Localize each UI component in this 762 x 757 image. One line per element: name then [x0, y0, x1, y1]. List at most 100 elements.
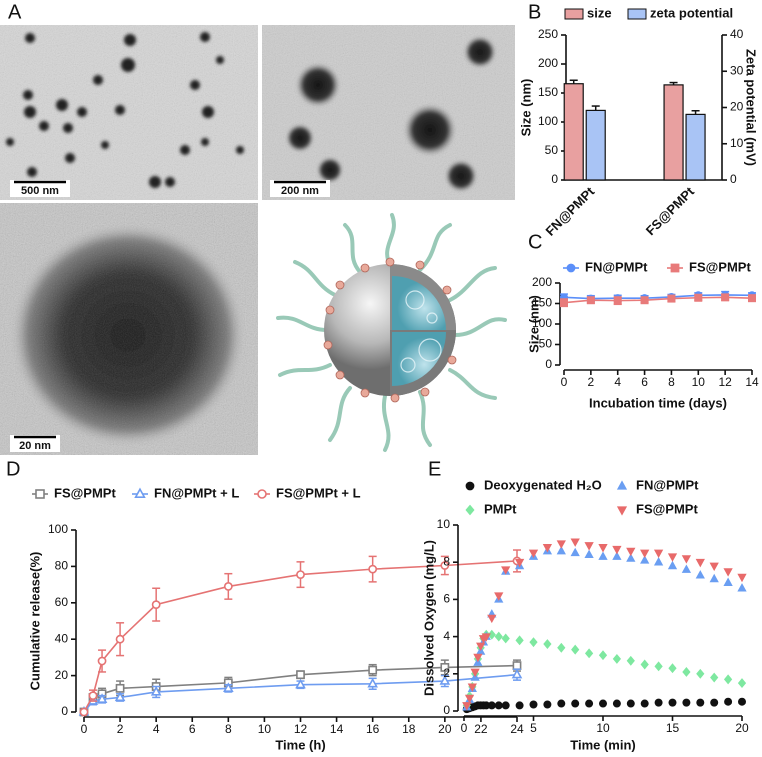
- data-point: [723, 577, 733, 586]
- data-point: [223, 582, 233, 591]
- legend-marker: [616, 480, 628, 490]
- data-point: [368, 564, 378, 574]
- data-point: [439, 675, 451, 685]
- data-point: [556, 545, 566, 555]
- series-line: [563, 296, 753, 304]
- data-point: [88, 691, 98, 701]
- data-point: [97, 656, 107, 666]
- panel-label: E: [428, 458, 441, 480]
- data-point: [473, 653, 483, 663]
- legend-marker: [566, 263, 576, 273]
- x-tick-label: FS@PMPt: [643, 183, 698, 238]
- data-point: [626, 655, 635, 666]
- data-point: [570, 538, 580, 547]
- x-tick-label: 4: [614, 375, 621, 389]
- y2-tick-label: 30: [730, 63, 744, 77]
- data-point: [511, 668, 523, 679]
- x-tick-label: 5: [530, 721, 537, 735]
- data-point: [570, 547, 580, 557]
- legend-swatch: [564, 8, 584, 20]
- data-point: [598, 650, 608, 661]
- data-point: [584, 648, 594, 659]
- y-tick-label: 4: [443, 629, 450, 643]
- legend-marker: [465, 481, 475, 491]
- data-point: [682, 698, 691, 707]
- data-point: [487, 629, 496, 640]
- data-point: [501, 701, 510, 710]
- data-point: [737, 583, 747, 592]
- x-tick-label: 10: [258, 722, 272, 736]
- data-point: [709, 562, 719, 572]
- y-tick-label: 150: [538, 85, 558, 99]
- data-point: [151, 600, 161, 610]
- x-tick-label: 22: [474, 722, 488, 736]
- data-point: [150, 685, 162, 696]
- data-point: [696, 698, 705, 707]
- x-tick-label: 14: [330, 722, 344, 736]
- data-point: [598, 551, 608, 560]
- tem-image-3: [0, 203, 258, 455]
- y-axis-title: Cumulative release(%): [27, 552, 42, 691]
- legend-marker: [465, 504, 475, 516]
- data-point: [515, 635, 524, 646]
- bar: [585, 109, 606, 181]
- data-point: [667, 553, 678, 562]
- data-point: [710, 698, 719, 707]
- data-point: [667, 294, 676, 303]
- data-point: [723, 674, 733, 685]
- data-point: [368, 665, 378, 675]
- data-point: [613, 296, 622, 305]
- data-point: [737, 678, 747, 689]
- x-tick-label: 20: [735, 721, 749, 735]
- y-tick-label: 100: [532, 316, 552, 330]
- data-point: [612, 545, 622, 555]
- data-point: [556, 540, 566, 549]
- scale-bar-label: 500 nm: [21, 185, 59, 197]
- data-point: [115, 683, 125, 693]
- x-axis-title: Incubation time (days): [589, 395, 727, 410]
- x-axis-title: Time (min): [570, 737, 636, 752]
- scale-bar-label: 20 nm: [19, 440, 51, 452]
- legend-marker: [134, 487, 146, 499]
- x-tick-label: 6: [189, 722, 196, 736]
- data-point: [467, 683, 477, 692]
- data-point: [494, 701, 503, 710]
- data-point: [694, 293, 703, 302]
- data-point: [682, 666, 691, 677]
- data-point: [681, 564, 692, 573]
- data-point: [626, 553, 636, 562]
- data-point: [738, 697, 747, 706]
- x-tick-label: 12: [294, 722, 308, 736]
- data-point: [528, 549, 539, 559]
- legend-label: Deoxygenated H₂O: [484, 477, 602, 492]
- legend-marker: [257, 489, 267, 499]
- data-point: [668, 663, 677, 674]
- data-point: [494, 592, 504, 601]
- x-tick-label: 8: [668, 375, 675, 389]
- legend-marker: [35, 489, 45, 499]
- nanoparticle-schematic: [276, 213, 507, 452]
- y-tick-label: 80: [55, 559, 69, 573]
- legend-label: FN@PMPt: [585, 259, 648, 274]
- y-axis-title: Size (nm): [518, 79, 533, 137]
- legend-label: FS@PMPt: [54, 485, 116, 500]
- data-point: [653, 549, 664, 559]
- x-tick-label: 0: [561, 375, 568, 389]
- bar: [663, 84, 684, 181]
- data-point: [296, 670, 305, 680]
- data-point: [470, 668, 480, 678]
- data-point: [560, 298, 569, 307]
- data-point: [514, 558, 525, 568]
- data-point: [585, 699, 594, 708]
- y-tick-label: 40: [55, 631, 69, 645]
- legend-label: FN@PMPt: [636, 477, 699, 492]
- data-point: [612, 551, 622, 560]
- legend-label: FS@PMPt + L: [276, 485, 361, 500]
- data-point: [653, 557, 664, 566]
- y-tick-label: 200: [532, 275, 552, 289]
- data-point: [640, 555, 650, 564]
- x-tick-label: 8: [225, 722, 232, 736]
- data-point: [440, 561, 450, 570]
- data-point: [543, 639, 552, 649]
- x-tick-label: 12: [718, 375, 732, 389]
